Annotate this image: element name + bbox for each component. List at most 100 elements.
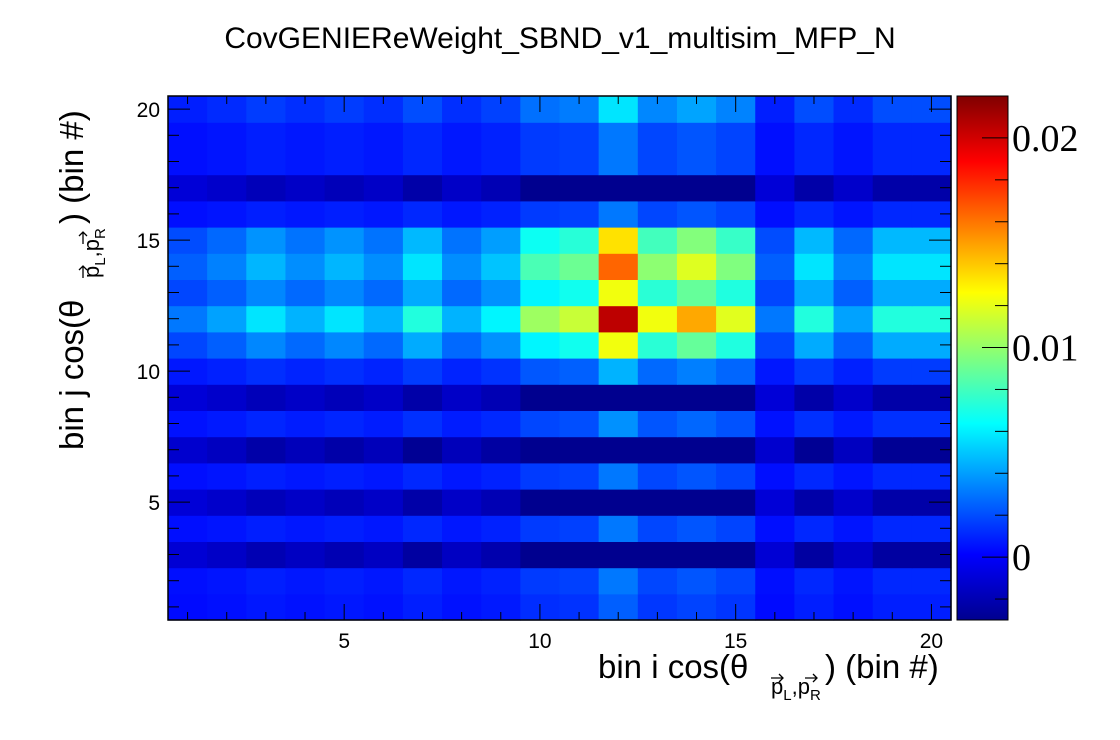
x-tick-label: 15: [724, 630, 747, 653]
heatmap-cell: [755, 384, 795, 411]
y-axis-label: bin j cos(θ pL,pR ) (bin #): [53, 110, 109, 450]
svg-text:pL,pR: pL,pR: [79, 228, 109, 278]
heatmap-cell: [442, 541, 482, 569]
heatmap-cell: [481, 567, 521, 595]
heatmap-cell: [324, 515, 365, 542]
heatmap-cell: [833, 567, 874, 595]
heatmap-cell: [598, 331, 639, 359]
x-tick-label: 10: [528, 630, 551, 653]
y-tick-label: 5: [148, 492, 160, 515]
heatmap-cell: [755, 436, 795, 464]
heatmap-cell: [755, 279, 795, 307]
heatmap-cell: [207, 174, 247, 202]
heatmap-cell: [442, 148, 482, 176]
heatmap-cell: [598, 148, 639, 176]
heatmap-cell: [207, 148, 247, 176]
heatmap-cell: [442, 174, 482, 202]
heatmap-cell: [833, 253, 874, 280]
heatmap-cell: [402, 305, 443, 333]
heatmap-cell: [637, 515, 678, 542]
heatmap-cell: [676, 515, 717, 542]
heatmap-cell: [246, 567, 287, 595]
heatmap-cell: [520, 200, 561, 228]
heatmap-cell: [637, 410, 678, 438]
heatmap-cell: [637, 122, 678, 149]
heatmap-cell: [676, 331, 717, 359]
heatmap-cell: [598, 515, 639, 542]
plot-frame: [167, 95, 952, 621]
heatmap-cell: [402, 148, 443, 176]
heatmap-cell: [520, 567, 561, 595]
heatmap-cell: [402, 331, 443, 359]
heatmap-cell: [402, 515, 443, 542]
heatmap-cell: [637, 331, 678, 359]
heatmap-cell: [559, 567, 600, 595]
y-label-main: bin j cos(θ: [53, 300, 90, 450]
heatmap-cell: [207, 279, 247, 307]
heatmap-cell: [676, 227, 717, 254]
heatmap-cell: [324, 174, 365, 202]
heatmap-cell: [872, 227, 913, 254]
color-scale-bar: [956, 95, 1009, 621]
y-label-sub-l: L: [92, 257, 109, 265]
heatmap-cell: [324, 384, 365, 411]
heatmap-cell: [872, 462, 913, 490]
heatmap-cell: [324, 489, 365, 516]
heatmap-cell: [794, 541, 835, 569]
heatmap-cell: [833, 174, 874, 202]
heatmap-cell: [207, 305, 247, 333]
heatmap-cell: [363, 279, 404, 307]
heatmap-cell: [637, 489, 678, 516]
heatmap-cell: [402, 489, 443, 516]
heatmap-cell: [755, 227, 795, 254]
heatmap-cell: [676, 174, 717, 202]
heatmap-cell: [285, 331, 326, 359]
heatmap-cell: [442, 122, 482, 149]
heatmap-cell: [246, 122, 287, 149]
heatmap-cell: [716, 410, 756, 438]
heatmap-cell: [676, 410, 717, 438]
heatmap-cell: [520, 305, 561, 333]
heatmap-cell: [833, 148, 874, 176]
heatmap-cell: [285, 541, 326, 569]
heatmap-cell: [363, 148, 404, 176]
heatmap-cell: [207, 253, 247, 280]
heatmap-cell: [520, 384, 561, 411]
heatmap-cell: [520, 122, 561, 149]
heatmap-cell: [637, 148, 678, 176]
heatmap-cell: [207, 410, 247, 438]
heatmap-cell: [207, 384, 247, 411]
heatmap-cell: [481, 174, 521, 202]
heatmap-cell: [481, 279, 521, 307]
heatmap-cell: [755, 122, 795, 149]
heatmap-cell: [207, 227, 247, 254]
y-tick-label: 15: [137, 230, 160, 253]
heatmap-cell: [716, 462, 756, 490]
heatmap-cell: [520, 331, 561, 359]
heatmap-cell: [755, 410, 795, 438]
heatmap-cell: [637, 200, 678, 228]
heatmap-cell: [794, 358, 835, 385]
heatmap-cell: [520, 410, 561, 438]
heatmap-cell: [833, 436, 874, 464]
heatmap-cell: [559, 305, 600, 333]
heatmap-cell: [324, 541, 365, 569]
heatmap-cell: [442, 358, 482, 385]
x-label-sub-r: R: [810, 687, 821, 704]
heatmap-cell: [559, 122, 600, 149]
heatmap-cell: [676, 436, 717, 464]
heatmap-cell: [794, 384, 835, 411]
heatmap-cell: [520, 462, 561, 490]
heatmap-cell: [794, 410, 835, 438]
heatmap-cell: [442, 436, 482, 464]
heatmap-cell: [794, 331, 835, 359]
heatmap-cell: [442, 279, 482, 307]
heatmap-cell: [872, 358, 913, 385]
heatmap-cell: [559, 541, 600, 569]
heatmap-cell: [872, 436, 913, 464]
heatmap-cell: [285, 305, 326, 333]
heatmap-cell: [872, 541, 913, 569]
heatmap-cell: [637, 305, 678, 333]
heatmap-cell: [794, 227, 835, 254]
